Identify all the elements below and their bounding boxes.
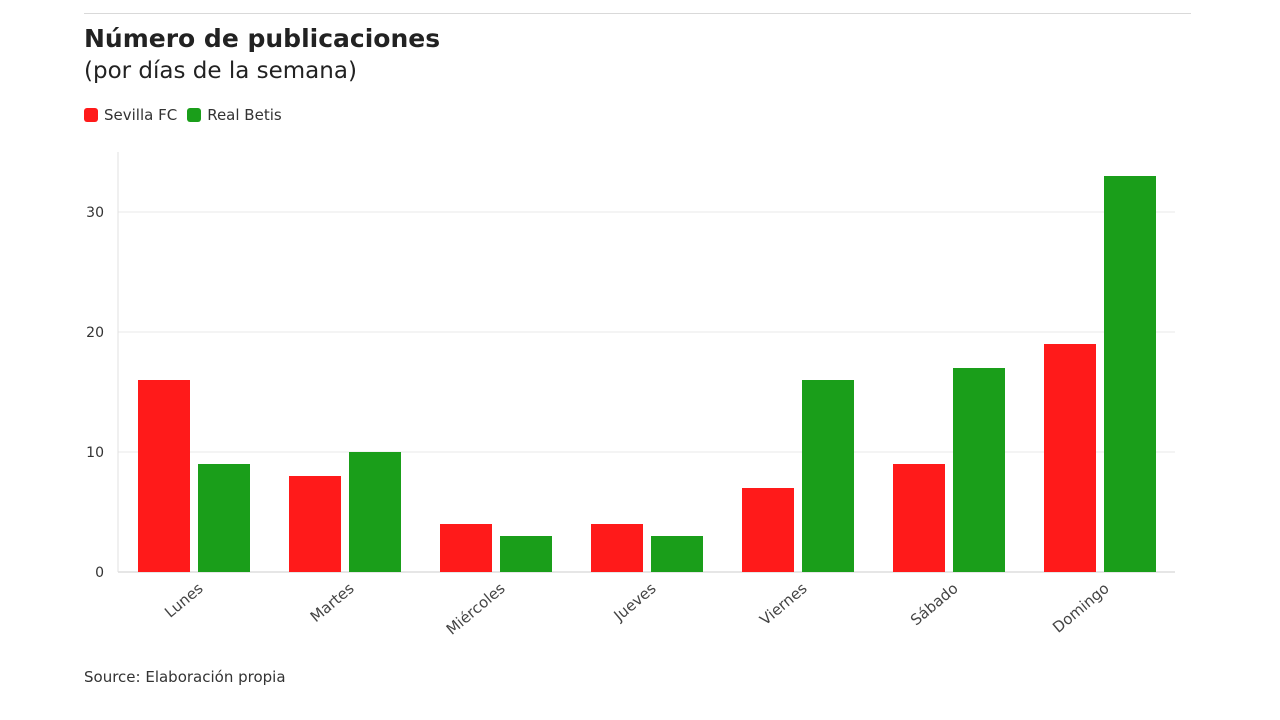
legend-label-sevilla: Sevilla FC (104, 106, 178, 124)
source-note: Source: Elaboración propia (84, 668, 286, 686)
x-tick-label: Martes (307, 579, 358, 626)
bar-sevilla-4 (742, 488, 794, 572)
chart-subtitle: (por días de la semana) (84, 58, 357, 84)
y-tick-label: 0 (95, 565, 104, 581)
bar-betis-2 (500, 536, 552, 572)
chart-title: Número de publicaciones (84, 24, 441, 53)
legend: Sevilla FC Real Betis (84, 106, 292, 124)
bar-sevilla-3 (591, 524, 643, 572)
legend-label-betis: Real Betis (207, 106, 282, 124)
top-rule (84, 13, 1191, 14)
x-tick-label: Sábado (907, 579, 962, 629)
bar-sevilla-1 (289, 476, 341, 572)
bar-sevilla-0 (138, 380, 190, 572)
x-tick-label: Viernes (756, 579, 810, 629)
legend-item-betis[interactable]: Real Betis (187, 106, 282, 124)
legend-swatch-sevilla (84, 108, 98, 122)
y-tick-label: 30 (86, 205, 104, 221)
x-tick-label: Domingo (1049, 579, 1112, 636)
y-tick-label: 10 (86, 445, 104, 461)
bar-sevilla-6 (1044, 344, 1096, 572)
x-tick-label: Lunes (161, 579, 207, 621)
x-tick-label: Jueves (610, 579, 660, 625)
x-tick-label: Miércoles (443, 579, 509, 638)
legend-swatch-betis (187, 108, 202, 122)
bar-betis-5 (953, 368, 1005, 572)
bar-betis-1 (349, 452, 401, 572)
legend-item-sevilla[interactable]: Sevilla FC (84, 106, 177, 124)
bar-sevilla-2 (440, 524, 492, 572)
bar-sevilla-5 (893, 464, 945, 572)
bar-betis-4 (802, 380, 854, 572)
y-tick-label: 20 (86, 325, 104, 341)
bar-betis-6 (1104, 176, 1156, 572)
bar-betis-3 (651, 536, 703, 572)
bar-betis-0 (198, 464, 250, 572)
